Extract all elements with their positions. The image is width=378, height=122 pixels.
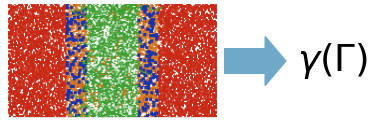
Text: $\gamma(\Gamma)$: $\gamma(\Gamma)$ [297,41,369,81]
Polygon shape [265,37,286,85]
Bar [8,5,216,117]
Bar [224,48,265,74]
